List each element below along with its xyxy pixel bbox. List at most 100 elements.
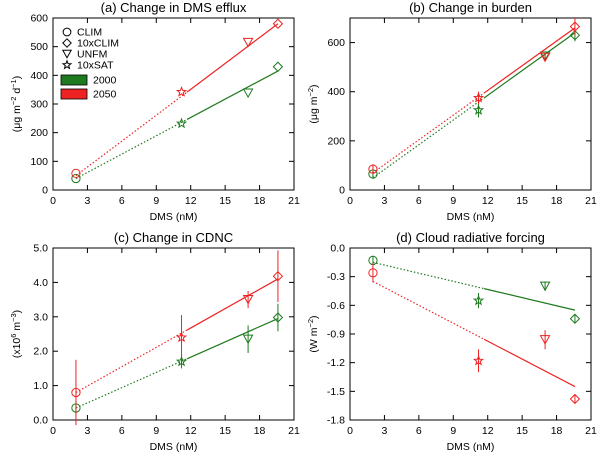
x-tick-label: 15 — [219, 425, 231, 437]
fit-line-solid — [483, 288, 576, 311]
panel-1: (a) Change in DMS efflux 0 3 6 9 12 15 18 21 0 100… — [9, 0, 300, 223]
x-tick-label: 3 — [382, 195, 388, 207]
x-tick-label: 12 — [185, 425, 197, 437]
fit-line-dotted — [372, 92, 485, 174]
x-tick-label: 6 — [119, 195, 125, 207]
series-2000 — [368, 255, 581, 324]
legend-marker-10xclim — [62, 38, 72, 48]
panel-title: (c) Change in CDNC — [114, 230, 233, 245]
y-tick-label: -0.9 — [327, 329, 345, 341]
series-2000 — [71, 303, 284, 415]
legend-marker-unfm — [61, 49, 73, 59]
legend-swatch-2050 — [60, 88, 88, 100]
y-tick-label: 400 — [327, 86, 345, 98]
x-axis-label: DMS (nM) — [447, 441, 495, 453]
x-tick-label: 15 — [219, 195, 231, 207]
x-tick-label: 3 — [85, 425, 91, 437]
y-tick-label: -1.2 — [327, 357, 345, 369]
y-tick-label: -1.5 — [327, 386, 345, 398]
x-tick-label: 15 — [516, 195, 528, 207]
legend-label: 10xCLIM — [77, 38, 119, 50]
x-tick-label: 6 — [416, 425, 422, 437]
fit-line-solid — [186, 278, 279, 331]
legend-label: CLIM — [77, 27, 102, 39]
y-tick-label: 600 — [327, 37, 345, 49]
y-tick-label: 0 — [42, 185, 48, 197]
y-tick-label: -0.3 — [327, 271, 345, 283]
x-tick-label: 21 — [585, 195, 597, 207]
y-tick-label: 1.0 — [33, 380, 48, 392]
data-point — [472, 91, 485, 103]
x-tick-label: 3 — [85, 195, 91, 207]
data-point — [539, 281, 551, 292]
y-tick-label: 100 — [30, 156, 48, 168]
x-tick-label: 21 — [288, 425, 300, 437]
y-tick-label: 3.0 — [33, 311, 48, 323]
x-tick-label: 18 — [551, 425, 563, 437]
data-point — [569, 29, 581, 41]
fit-line-solid — [186, 70, 279, 120]
x-axis-label: DMS (nM) — [150, 441, 198, 453]
x-tick-label: 0 — [347, 425, 353, 437]
y-tick-label: -1.8 — [327, 415, 345, 427]
data-point — [242, 88, 254, 99]
data-point — [569, 393, 581, 405]
x-tick-label: 9 — [153, 195, 159, 207]
data-point — [569, 21, 581, 32]
x-tick-label: 21 — [585, 425, 597, 437]
legend-label: 10xSAT — [77, 60, 114, 72]
data-point — [272, 61, 284, 72]
data-point — [368, 164, 378, 174]
data-point — [71, 387, 81, 398]
panel-title: (a) Change in DMS efflux — [101, 0, 247, 15]
x-tick-label: 9 — [153, 425, 159, 437]
series-2050 — [368, 263, 581, 405]
y-tick-label: 300 — [30, 99, 48, 111]
data-point — [272, 312, 284, 323]
x-axis-label: DMS (nM) — [150, 211, 198, 223]
y-axis-label: (x106 m−3) — [9, 310, 24, 358]
y-tick-label: 200 — [30, 127, 48, 139]
x-tick-label: 3 — [382, 425, 388, 437]
legend-label: 2000 — [93, 75, 117, 87]
fit-line-dotted — [372, 97, 485, 179]
legend-swatch-2000 — [60, 74, 88, 86]
x-tick-label: 18 — [254, 425, 266, 437]
y-axis-label: (μg m−2 d−1) — [9, 76, 24, 132]
y-tick-label: 5.0 — [33, 243, 48, 255]
y-axis-label: (W m−2) — [306, 315, 321, 352]
fit-line-dotted — [75, 358, 188, 409]
y-tick-label: 600 — [30, 13, 48, 25]
data-point — [569, 313, 581, 324]
x-tick-label: 12 — [185, 195, 197, 207]
fit-line-dotted — [372, 280, 485, 340]
plot-frame — [349, 17, 592, 191]
legend-label: 2050 — [93, 89, 117, 101]
data-point — [175, 331, 188, 343]
series-2050 — [71, 18, 284, 179]
x-tick-label: 6 — [119, 425, 125, 437]
y-tick-label: 200 — [327, 135, 345, 147]
y-tick-label: -0.6 — [327, 300, 345, 312]
fit-line-dotted — [75, 329, 188, 394]
data-point — [472, 104, 485, 115]
legend-marker-10xsat — [61, 59, 73, 70]
panel-title: (b) Change in burden — [409, 0, 532, 15]
data-point — [368, 268, 378, 278]
x-tick-label: 18 — [551, 195, 563, 207]
x-tick-label: 15 — [516, 425, 528, 437]
plot-frame — [52, 247, 295, 421]
x-tick-label: 12 — [482, 195, 494, 207]
y-tick-label: 0.0 — [330, 243, 345, 255]
data-point — [539, 335, 551, 345]
y-tick-label: 500 — [30, 41, 48, 53]
series-2000 — [368, 29, 581, 179]
x-tick-label: 0 — [50, 425, 56, 437]
panel-2: (b) Change in burden 0 3 6 9 12 15 18 21 0 200 400 6… — [306, 0, 597, 223]
data-point — [175, 117, 188, 129]
fit-line-dotted — [372, 261, 485, 290]
y-axis-label: (μg m−2) — [306, 84, 321, 123]
series-2000 — [71, 61, 284, 184]
